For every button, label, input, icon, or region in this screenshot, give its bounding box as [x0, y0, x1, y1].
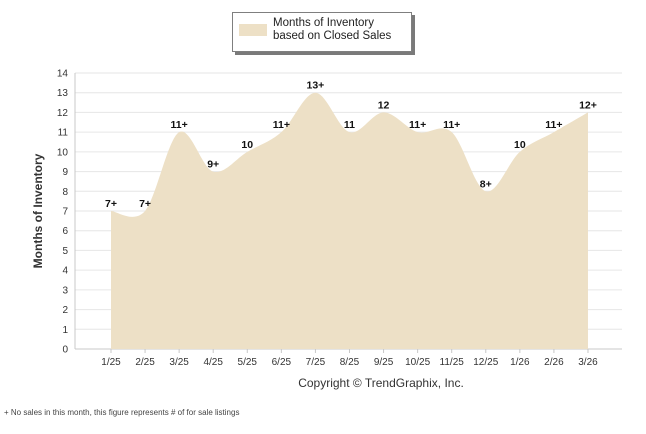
y-tick-label: 13: [57, 88, 69, 99]
y-tick-label: 1: [62, 325, 68, 336]
y-tick-label: 2: [62, 305, 68, 316]
legend-swatch: [239, 24, 267, 36]
x-tick-label: 7/25: [306, 357, 326, 368]
y-tick-label: 8: [62, 187, 68, 198]
y-tick-label: 4: [62, 266, 68, 277]
data-label: 13+: [307, 80, 325, 92]
y-tick-label: 11: [58, 128, 69, 139]
data-label: 11+: [545, 119, 562, 131]
data-label: 11+: [409, 119, 426, 131]
x-tick-label: 4/25: [203, 357, 223, 368]
y-tick-label: 3: [62, 285, 68, 296]
data-label: 12+: [579, 99, 597, 111]
data-label: 11+: [273, 119, 290, 131]
x-tick-label: 11/25: [440, 357, 465, 368]
x-tick-label: 6/25: [272, 357, 292, 368]
x-tick-label: 8/25: [340, 357, 360, 368]
data-label: 11+: [443, 119, 460, 131]
data-label: 8+: [480, 178, 492, 190]
x-tick-label: 1/26: [510, 357, 530, 368]
y-tick-label: 6: [62, 226, 68, 237]
data-label: 12: [378, 99, 390, 111]
data-label: 11: [344, 119, 355, 131]
y-axis-title: Months of Inventory: [31, 153, 45, 268]
footnote: + No sales in this month, this figure re…: [4, 408, 240, 417]
x-tick-label: 2/25: [135, 357, 155, 368]
data-label: 11+: [171, 119, 188, 131]
data-label: 10: [514, 139, 526, 151]
x-tick-label: 3/25: [169, 357, 189, 368]
x-tick-label: 1/25: [101, 357, 121, 368]
data-label: 7+: [139, 198, 151, 210]
copyright-text: Copyright © TrendGraphix, Inc.: [298, 376, 464, 390]
legend: Months of Inventory based on Closed Sale…: [232, 12, 412, 52]
y-tick-label: 12: [57, 108, 69, 119]
y-tick-label: 0: [62, 345, 68, 356]
y-tick-label: 7: [62, 207, 68, 218]
y-tick-label: 10: [57, 147, 69, 158]
y-tick-label: 5: [62, 246, 68, 257]
x-tick-label: 12/25: [473, 357, 498, 368]
data-label: 9+: [207, 159, 219, 171]
data-label: 10: [241, 139, 253, 151]
data-label: 7+: [105, 198, 117, 210]
x-tick-label: 3/26: [578, 357, 598, 368]
y-tick-label: 14: [57, 69, 69, 80]
x-tick-label: 10/25: [405, 357, 430, 368]
x-tick-label: 5/25: [238, 357, 258, 368]
area-series: [111, 92, 588, 349]
x-tick-label: 9/25: [374, 357, 394, 368]
legend-label: Months of Inventory based on Closed Sale…: [273, 17, 392, 42]
y-tick-label: 9: [62, 167, 68, 178]
x-tick-label: 2/26: [544, 357, 564, 368]
